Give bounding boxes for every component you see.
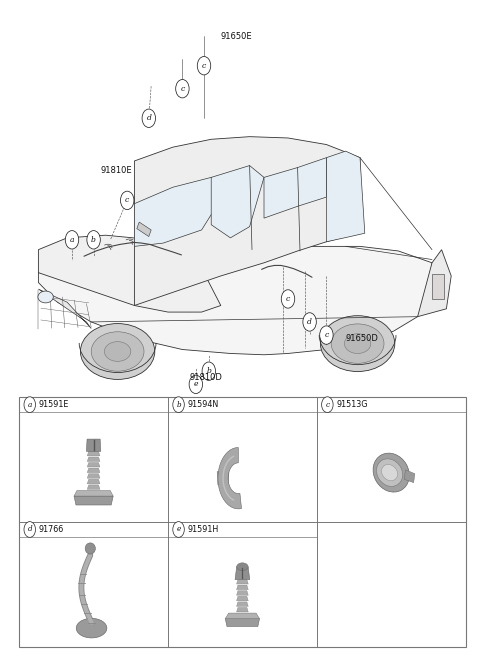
Polygon shape [211, 166, 264, 238]
Polygon shape [137, 222, 151, 237]
Circle shape [24, 397, 36, 413]
Circle shape [197, 57, 211, 75]
Circle shape [176, 79, 189, 98]
Bar [432, 274, 444, 299]
Text: d: d [146, 114, 151, 122]
Ellipse shape [85, 543, 96, 554]
Text: c: c [125, 196, 129, 204]
Text: b: b [91, 236, 96, 244]
Polygon shape [38, 246, 432, 355]
Circle shape [65, 231, 79, 249]
Text: 91810E: 91810E [101, 166, 132, 175]
Text: a: a [70, 236, 74, 244]
Polygon shape [87, 485, 100, 489]
Polygon shape [87, 474, 100, 478]
Polygon shape [217, 472, 229, 485]
Polygon shape [237, 579, 248, 584]
Circle shape [189, 375, 203, 394]
Ellipse shape [331, 324, 384, 363]
Polygon shape [218, 447, 241, 509]
Text: 91594N: 91594N [187, 400, 218, 409]
Polygon shape [235, 567, 250, 579]
Polygon shape [74, 496, 113, 505]
Ellipse shape [373, 453, 409, 492]
Text: a: a [27, 401, 32, 409]
Polygon shape [237, 585, 248, 589]
Ellipse shape [104, 342, 131, 361]
Polygon shape [38, 235, 221, 312]
Circle shape [320, 326, 333, 344]
Circle shape [142, 109, 156, 127]
Circle shape [87, 231, 100, 249]
Ellipse shape [38, 291, 53, 303]
Text: 91591H: 91591H [187, 525, 218, 534]
Ellipse shape [91, 332, 144, 371]
Text: 91650D: 91650D [346, 334, 378, 343]
Text: 91650E: 91650E [221, 32, 252, 41]
Text: c: c [202, 62, 206, 70]
Polygon shape [74, 491, 113, 496]
Circle shape [24, 522, 36, 537]
Ellipse shape [376, 459, 403, 486]
Text: c: c [180, 85, 184, 93]
Ellipse shape [237, 563, 248, 571]
Circle shape [173, 522, 184, 537]
Polygon shape [404, 470, 415, 483]
Ellipse shape [321, 316, 395, 372]
Circle shape [120, 191, 134, 210]
Polygon shape [38, 289, 91, 328]
Polygon shape [225, 613, 260, 619]
Text: c: c [324, 331, 328, 339]
Polygon shape [326, 151, 365, 242]
Text: d: d [307, 318, 312, 326]
Circle shape [322, 397, 333, 413]
Polygon shape [237, 602, 248, 606]
Ellipse shape [80, 324, 155, 380]
Polygon shape [87, 468, 100, 472]
Circle shape [202, 362, 216, 380]
Polygon shape [237, 591, 248, 595]
Text: e: e [193, 380, 198, 388]
Text: c: c [325, 401, 329, 409]
Circle shape [281, 290, 295, 308]
Text: b: b [176, 401, 181, 409]
Polygon shape [87, 451, 100, 456]
Text: e: e [177, 526, 180, 533]
Ellipse shape [382, 464, 397, 481]
Bar [19, 397, 466, 647]
Circle shape [303, 313, 316, 331]
Text: c: c [286, 295, 290, 303]
Text: d: d [27, 526, 32, 533]
Ellipse shape [76, 618, 107, 638]
Polygon shape [87, 480, 100, 484]
Text: 91766: 91766 [38, 525, 64, 534]
Text: 91810D: 91810D [190, 373, 222, 382]
Text: 91513G: 91513G [336, 400, 368, 409]
Polygon shape [87, 463, 100, 467]
Polygon shape [134, 177, 230, 246]
Polygon shape [86, 439, 101, 451]
Ellipse shape [345, 334, 371, 353]
Polygon shape [237, 597, 248, 600]
Polygon shape [87, 457, 100, 461]
Polygon shape [237, 608, 248, 612]
Polygon shape [225, 619, 260, 627]
Text: 91591E: 91591E [38, 400, 69, 409]
Circle shape [173, 397, 184, 413]
Polygon shape [264, 158, 326, 218]
Polygon shape [418, 250, 451, 317]
Polygon shape [134, 137, 360, 306]
Text: b: b [206, 367, 211, 375]
